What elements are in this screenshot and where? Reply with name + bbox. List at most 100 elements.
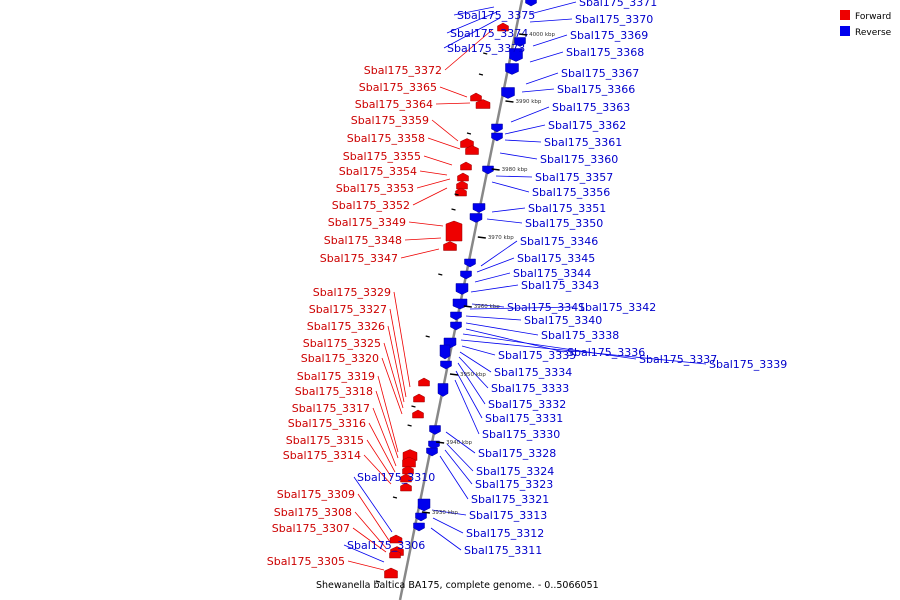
gene-glyph: [457, 181, 468, 189]
gene-connector: [466, 316, 521, 320]
gene-label: Sbal175_3337: [639, 353, 717, 366]
gene-glyph: [419, 378, 430, 386]
gene-label: Sbal175_3342: [578, 301, 656, 314]
ruler-label: 3980 kbp: [502, 167, 528, 173]
gene-connector: [405, 238, 441, 240]
gene-connector: [505, 140, 541, 142]
gene-connector: [496, 176, 532, 177]
track-dash: [452, 209, 456, 210]
gene-glyph: [470, 214, 482, 223]
gene-label: Sbal175_3307: [272, 522, 350, 535]
gene-connector: [424, 156, 452, 165]
gene-label: Sbal175_3354: [339, 165, 417, 178]
gene-label: Sbal175_3329: [313, 286, 391, 299]
track-dash: [393, 497, 397, 498]
gene-label: Sbal175_3347: [320, 252, 398, 265]
track-dash: [467, 133, 471, 134]
gene-label: Sbal175_3360: [540, 153, 618, 166]
ruler-label: 3970 kbp: [488, 235, 514, 241]
gene-label: Sbal175_3348: [324, 234, 402, 247]
gene-label: Sbal175_3346: [520, 235, 598, 248]
gene-label: Sbal175_3325: [303, 337, 381, 350]
gene-connector: [522, 89, 554, 92]
gene-label: Sbal175_3317: [292, 402, 370, 415]
gene-connector: [481, 241, 517, 266]
gene-glyph: [440, 345, 450, 359]
gene-label: Sbal175_3351: [528, 202, 606, 215]
ruler-tick: [519, 34, 527, 35]
gene-label: Sbal175_3310: [357, 471, 435, 484]
ruler-label: 3950 kbp: [460, 372, 486, 378]
gene-label: Sbal175_3368: [566, 46, 644, 59]
track-dash: [411, 406, 415, 407]
gene-label: Sbal175_3345: [517, 252, 595, 265]
gene-connector: [440, 87, 467, 97]
gene-connector: [505, 125, 545, 134]
gene-label: Sbal175_3364: [355, 98, 433, 111]
gene-glyph: [453, 299, 467, 309]
gene-glyph: [427, 448, 438, 456]
gene-connector: [471, 285, 518, 292]
gene-label: Sbal175_3353: [336, 182, 414, 195]
gene-connector: [348, 561, 384, 570]
gene-connector: [420, 171, 447, 175]
gene-label: Sbal175_3324: [476, 465, 554, 478]
ruler-tick: [436, 442, 444, 443]
gene-glyph: [441, 361, 452, 369]
gene-connector: [455, 380, 479, 434]
gene-label: Sbal175_3313: [469, 509, 547, 522]
gene-label: Sbal175_3333: [491, 382, 569, 395]
gene-connector: [530, 52, 563, 62]
gene-label: Sbal175_3361: [544, 136, 622, 149]
gene-glyph: [446, 221, 462, 241]
gene-label: Sbal175_3356: [532, 186, 610, 199]
gene-glyph: [465, 259, 476, 267]
gene-label: Sbal175_3309: [277, 488, 355, 501]
legend-label-forward: Forward: [855, 12, 891, 22]
ruler-tick: [464, 306, 472, 307]
gene-label: Sbal175_3332: [488, 398, 566, 411]
gene-label: Sbal175_3331: [485, 412, 563, 425]
gene-label: Sbal175_3358: [347, 132, 425, 145]
gene-label: Sbal175_3311: [464, 544, 542, 557]
gene-label: Sbal175_3312: [466, 527, 544, 540]
gene-connector: [500, 153, 537, 159]
gene-label: Sbal175_3357: [535, 171, 613, 184]
gene-label: Sbal175_3318: [295, 385, 373, 398]
ruler-tick: [492, 169, 500, 170]
ruler-tick: [450, 374, 458, 375]
gene-glyph: [451, 322, 462, 330]
gene-label: Sbal175_3316: [288, 417, 366, 430]
gene-label: Sbal175_3314: [283, 449, 361, 462]
gene-label: Sbal175_3370: [575, 13, 653, 26]
gene-glyph: [456, 284, 468, 295]
track-dash: [479, 74, 483, 75]
gene-label: Sbal175_3369: [570, 29, 648, 42]
gene-label: Sbal175_3352: [332, 199, 410, 212]
gene-label: Sbal175_3334: [494, 366, 572, 379]
gene-connector: [401, 249, 439, 258]
gene-glyph: [458, 173, 469, 181]
gene-connector: [475, 273, 510, 282]
gene-connector: [530, 19, 572, 22]
ruler-tick: [478, 237, 486, 238]
gene-glyph: [401, 483, 412, 491]
gene-glyph: [414, 394, 425, 402]
track-dash: [438, 274, 442, 275]
gene-connector: [526, 73, 558, 84]
gene-connector: [530, 2, 576, 14]
gene-connector: [428, 138, 460, 149]
gene-label: Sbal175_3355: [343, 150, 421, 163]
gene-label: Sbal175_3343: [521, 279, 599, 292]
gene-label: Sbal175_3350: [525, 217, 603, 230]
gene-label: Sbal175_3341: [507, 301, 585, 314]
legend: Forward Reverse: [840, 10, 892, 38]
gene-connector: [378, 376, 398, 452]
gene-glyph: [418, 499, 430, 511]
genome-map: Sbal175_3375Sbal175_3374Sbal175_3373Sbal…: [0, 0, 900, 600]
gene-label: Sbal175_3373: [447, 42, 525, 55]
gene-connector: [413, 188, 447, 205]
legend-label-reverse: Reverse: [855, 28, 892, 38]
gene-label: Sbal175_3340: [524, 314, 602, 327]
gene-glyph: [444, 242, 457, 251]
